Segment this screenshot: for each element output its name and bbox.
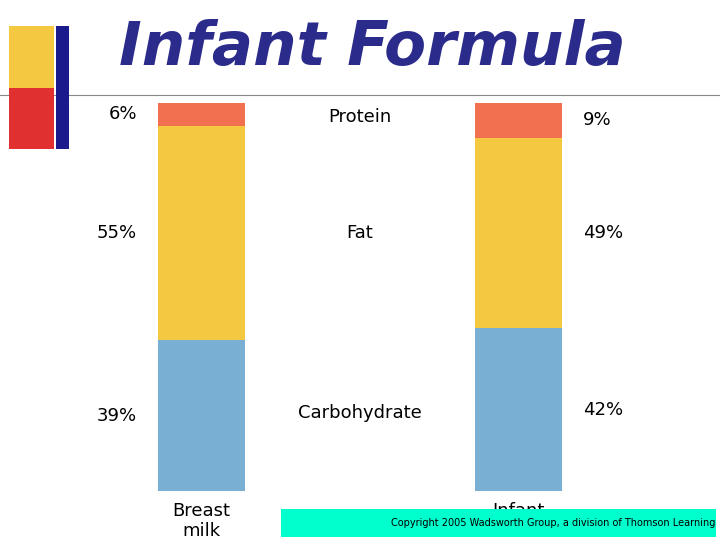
Bar [9,88,54,149]
Bar [158,126,245,340]
Text: 49%: 49% [583,224,624,242]
Bar [475,103,562,138]
Text: 55%: 55% [96,224,137,242]
Bar [56,26,69,148]
Text: Fat: Fat [346,224,374,242]
Text: Copyright 2005 Wadsworth Group, a division of Thomson Learning: Copyright 2005 Wadsworth Group, a divisi… [390,518,715,528]
Text: 42%: 42% [583,401,624,418]
Bar [475,328,562,491]
Bar [475,138,562,328]
Text: Protein: Protein [328,108,392,126]
Text: 9%: 9% [583,111,612,129]
Bar [158,103,245,126]
Text: Infant
formula: Infant formula [484,502,553,540]
Text: 39%: 39% [96,407,137,424]
Text: Infant Formula: Infant Formula [119,19,626,78]
Bar [9,26,54,88]
Text: 6%: 6% [108,105,137,123]
Text: Carbohydrate: Carbohydrate [298,404,422,422]
Text: Breast
milk: Breast milk [173,502,230,540]
Bar [281,509,716,537]
Bar [158,340,245,491]
